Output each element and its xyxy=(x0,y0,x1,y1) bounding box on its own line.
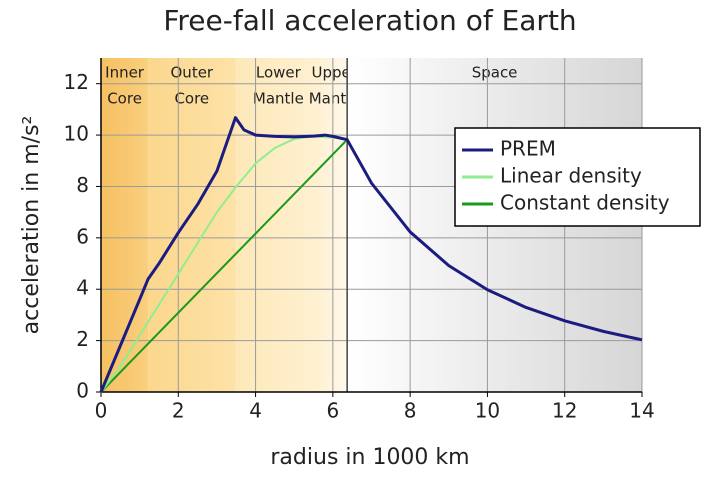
x-tick-label: 0 xyxy=(95,399,108,423)
x-tick-label: 6 xyxy=(326,399,339,423)
data-line xyxy=(100,139,348,393)
legend-label: PREM xyxy=(500,137,556,161)
region-label: Core xyxy=(107,90,142,108)
x-tick-label: 10 xyxy=(475,399,500,423)
y-tick-label: 0 xyxy=(76,379,89,403)
region-label: Mantle xyxy=(253,90,304,108)
legend-label: Linear density xyxy=(500,164,642,188)
legend-box xyxy=(454,127,701,227)
x-tick-label: 12 xyxy=(552,399,577,423)
x-tick-label: 4 xyxy=(249,399,262,423)
y-tick-label: 8 xyxy=(76,173,89,197)
x-tick-label: 8 xyxy=(404,399,417,423)
x-tick-label: 2 xyxy=(172,399,185,423)
legend-label: Constant density xyxy=(500,191,670,215)
region-band xyxy=(101,58,149,392)
y-tick-label: 10 xyxy=(64,122,89,146)
y-tick-label: 12 xyxy=(64,70,89,94)
region-band xyxy=(148,58,236,392)
y-axis-label: acceleration in m/s² xyxy=(19,116,44,335)
region-label: Outer xyxy=(171,64,214,82)
region-label: Inner xyxy=(105,64,145,82)
data-line xyxy=(99,116,643,393)
region-band xyxy=(321,58,348,392)
region-label: Lower xyxy=(256,64,302,82)
y-tick-label: 2 xyxy=(76,327,89,351)
chart-title: Free-fall acceleration of Earth xyxy=(163,4,576,37)
x-tick-label: 14 xyxy=(629,399,654,423)
y-tick-label: 6 xyxy=(76,224,89,248)
region-band xyxy=(235,58,322,392)
region-label: Core xyxy=(174,90,209,108)
region-label: Space xyxy=(472,64,518,82)
region-label: Upper xyxy=(311,64,357,82)
x-axis-label: radius in 1000 km xyxy=(270,445,469,470)
y-tick-label: 4 xyxy=(76,276,89,300)
